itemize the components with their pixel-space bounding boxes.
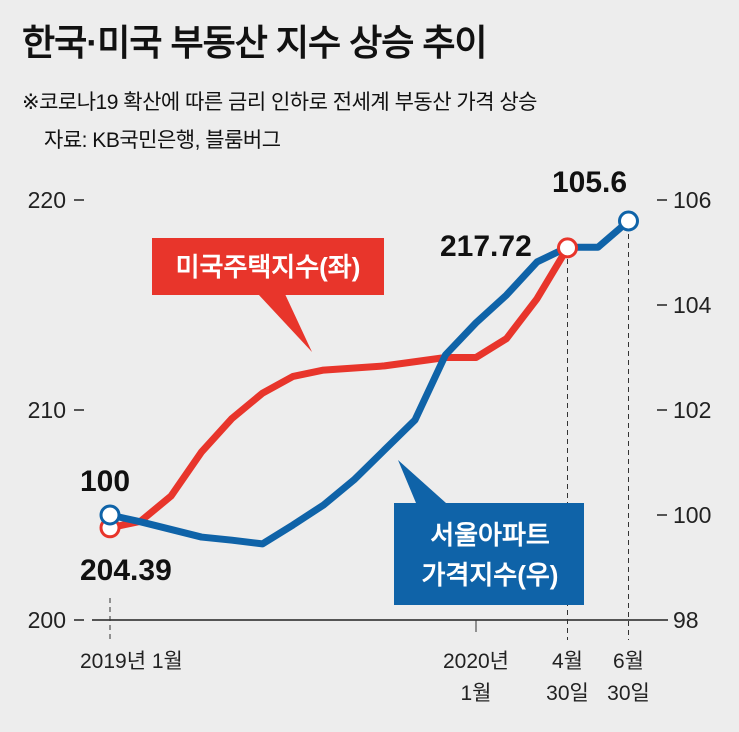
x-tick-label: 2019년 1월 [80,650,183,673]
right-tick-label: 102 [673,397,711,423]
chart-source: 자료: KB국민은행, 블룸버그 [44,129,281,152]
seoul-start-label: 100 [80,465,130,498]
right-tick-label: 104 [673,292,712,318]
data-point-marker [99,504,121,526]
chart-subtitle: ※코로나19 확산에 따른 금리 인하로 전세계 부동산 가격 상승 [22,91,538,114]
legend-seoul-label: 서울아파트 [430,520,550,550]
right-tick-label: 98 [673,607,699,633]
us-end-label: 217.72 [440,230,532,263]
chart-title: 한국·미국 부동산 지수 상승 추이 [22,22,488,63]
x-tick-label: 4월 [552,650,583,673]
left-tick-label: 210 [28,397,66,423]
x-tick-label: 30일 [607,682,650,705]
x-tick-label: 30일 [546,682,589,705]
legend-us-box [152,238,384,295]
us-index-line [109,246,571,532]
x-tick-label: 1월 [461,682,492,705]
seoul-index-line [109,218,631,548]
right-tick-label: 100 [673,502,711,528]
legend-seoul-box [394,503,584,605]
legend-us-label: 미국주택지수(좌) [176,252,361,282]
seoul-end-label: 105.6 [552,166,627,199]
x-tick-label: 6월 [613,650,644,673]
us-start-label: 204.39 [80,554,172,587]
legend-seoul-label: 가격지수(우) [422,560,559,590]
x-tick-label: 2020년 [443,650,509,673]
data-point-marker [618,210,639,232]
right-tick-label: 106 [673,187,711,213]
legend-seoul-pointer [398,460,446,503]
left-tick-label: 220 [28,187,66,213]
legend-us-pointer [258,294,312,352]
data-point-marker [557,237,578,259]
left-tick-label: 200 [28,607,66,633]
